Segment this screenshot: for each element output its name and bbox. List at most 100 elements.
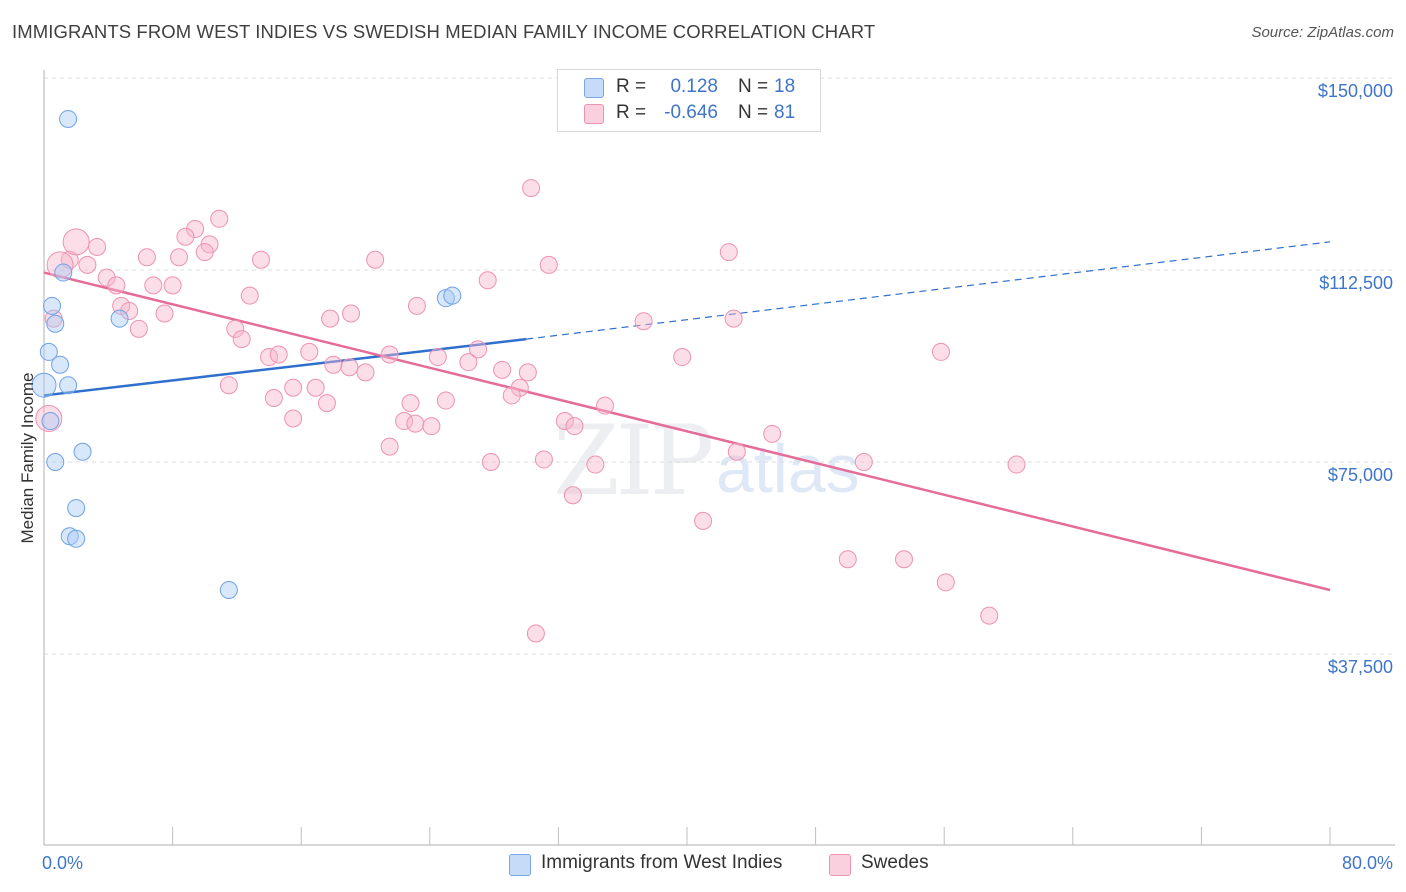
swedes-point: [895, 550, 914, 569]
swedes-point: [469, 340, 488, 359]
swedes-point: [407, 296, 426, 315]
series-legend-label-1: Immigrants from West Indies: [541, 852, 783, 873]
west-indies-point: [46, 314, 65, 333]
swedes-point: [522, 179, 541, 198]
west-indies-trendline: [43, 337, 527, 397]
swedes-point: [459, 353, 478, 372]
swedes-point: [269, 345, 288, 364]
swedes-point: [838, 550, 857, 569]
west-indies-point: [54, 263, 73, 282]
west-indies-point: [51, 355, 70, 374]
swedes-point: [854, 453, 873, 471]
west-indies-point: [41, 412, 60, 431]
swedes-point: [565, 417, 584, 436]
swedes-point: [380, 437, 399, 456]
legend-n-label: N =: [738, 76, 769, 97]
west-indies-point: [67, 499, 86, 518]
swedes-point: [78, 255, 97, 274]
swedes-point: [634, 312, 653, 331]
swedes-point: [324, 355, 343, 374]
swedes-point: [306, 378, 325, 397]
swedes-point: [534, 450, 553, 469]
y-tick-label: $37,500: [1328, 657, 1393, 677]
swedes-point: [170, 248, 189, 267]
swedes-point: [137, 248, 156, 267]
swedes-point: [936, 573, 955, 592]
series-swatch-2: [829, 854, 851, 876]
swedes-point: [395, 412, 414, 431]
swedes-point: [340, 358, 359, 377]
swedes-point: [555, 412, 574, 431]
swedes-point: [719, 243, 738, 262]
swedes-point: [502, 386, 521, 405]
west-indies-point: [59, 376, 78, 395]
y-tick-label: $150,000: [1318, 81, 1393, 101]
west-indies-point: [59, 109, 78, 128]
series-legend: Immigrants from West Indies Swedes: [0, 851, 1406, 879]
swedes-point: [107, 276, 126, 295]
swedes-point: [436, 391, 455, 410]
swedes-point: [526, 624, 545, 643]
swedes-point: [422, 417, 441, 436]
swedes-point: [252, 250, 271, 269]
west-indies-point: [67, 529, 86, 548]
swedes-point: [356, 363, 375, 382]
legend-r-label: R =: [616, 102, 647, 123]
swedes-point: [264, 389, 283, 407]
swedes-point: [62, 228, 90, 256]
y-tick-label: $112,500: [1319, 273, 1393, 293]
correlation-legend: R = 0.128 N = 18 R = -0.646 N = 81: [557, 69, 821, 132]
x-tick-label: 80.0%: [1342, 853, 1393, 873]
source-credit: Source: ZipAtlas.com: [1251, 24, 1394, 41]
swedes-point: [428, 348, 447, 367]
swedes-point: [210, 209, 229, 228]
swedes-point: [284, 378, 303, 397]
swedes-point: [88, 237, 107, 256]
west-indies-point: [73, 442, 92, 461]
swedes-point: [539, 255, 558, 274]
swedes-point: [980, 606, 999, 625]
swedes-point: [284, 409, 303, 428]
swedes-point: [317, 394, 336, 413]
data-points: [31, 109, 1026, 643]
swedes-point: [406, 414, 425, 433]
legend-row-series1: R = 0.128 N = 18: [558, 75, 820, 101]
swedes-point: [176, 227, 195, 246]
swedes-point: [401, 394, 420, 413]
gridlines: [44, 77, 1395, 655]
swedes-point: [300, 342, 319, 361]
y-tick-label: $75,000: [1328, 465, 1393, 485]
west-indies-point: [31, 372, 57, 398]
legend-row-series2: R = -0.646 N = 81: [558, 101, 820, 127]
swedes-point: [342, 304, 361, 323]
swedes-point: [35, 404, 63, 432]
watermark-zip: ZIP: [553, 405, 714, 517]
axes: [43, 70, 1395, 846]
swedes-point: [596, 396, 615, 415]
swedes-point: [727, 442, 746, 461]
y-axis-title: Median Family Income: [18, 372, 37, 543]
swedes-point: [144, 276, 163, 295]
swedes-point: [366, 250, 385, 269]
swedes-point: [240, 286, 259, 305]
legend-n-value: 81: [774, 102, 796, 123]
swedes-point: [195, 243, 214, 262]
swedes-point: [129, 319, 148, 338]
swedes-point: [563, 486, 582, 505]
swedes-point: [724, 309, 743, 328]
legend-r-value: 0.128: [670, 76, 718, 97]
swedes-point: [163, 276, 182, 295]
swedes-point: [155, 304, 174, 323]
swedes-point: [232, 330, 251, 349]
trend-lines: [43, 241, 1331, 592]
west-indies-trendline-extension: [526, 241, 1331, 340]
west-indies-point: [46, 453, 65, 471]
swedes-point: [931, 342, 950, 361]
swedes-point: [380, 345, 399, 364]
chart-title: IMMIGRANTS FROM WEST INDIES VS SWEDISH M…: [12, 21, 876, 42]
swedes-point: [518, 363, 537, 382]
swedes-trendline: [43, 271, 1331, 592]
swedes-point: [321, 309, 340, 328]
x-tick-label: 0.0%: [42, 853, 83, 873]
